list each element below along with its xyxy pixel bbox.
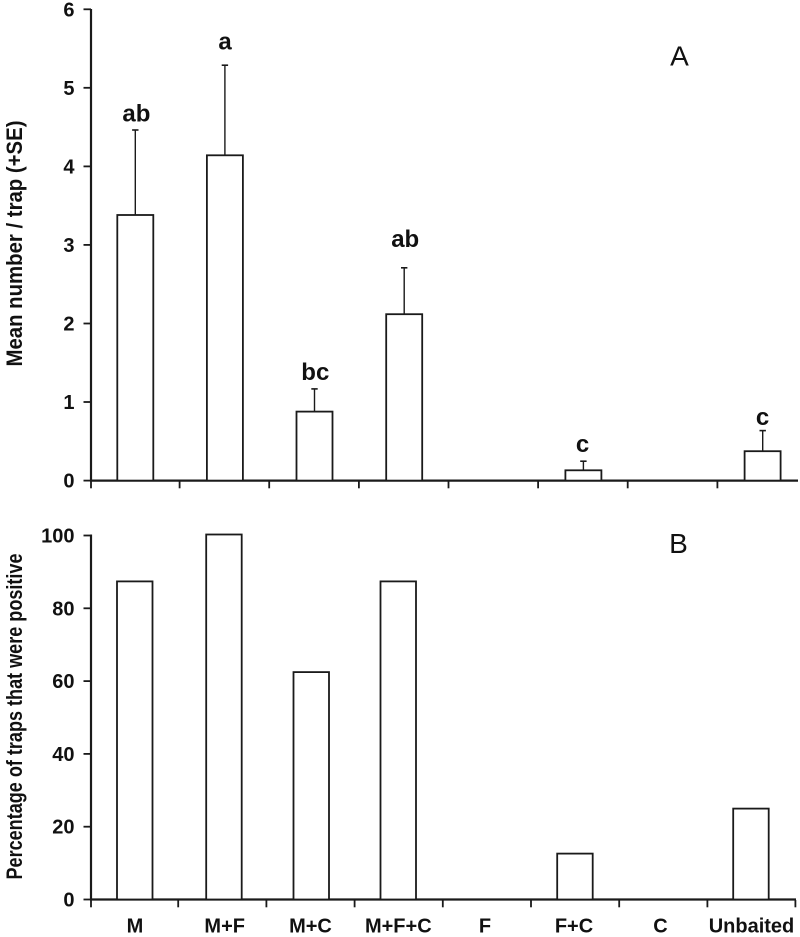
svg-text:A: A bbox=[670, 41, 689, 72]
svg-text:c: c bbox=[576, 431, 589, 458]
svg-text:40: 40 bbox=[52, 744, 74, 766]
svg-text:M: M bbox=[127, 916, 144, 937]
svg-text:c: c bbox=[756, 404, 769, 431]
svg-text:3: 3 bbox=[63, 235, 74, 257]
svg-text:F+C: F+C bbox=[555, 916, 593, 937]
svg-text:20: 20 bbox=[52, 817, 74, 839]
svg-text:C: C bbox=[653, 916, 667, 937]
svg-text:100: 100 bbox=[41, 526, 74, 548]
svg-text:1: 1 bbox=[63, 392, 74, 414]
svg-text:2: 2 bbox=[63, 314, 74, 336]
svg-text:0: 0 bbox=[63, 471, 74, 493]
svg-text:ab: ab bbox=[122, 101, 150, 128]
svg-text:4: 4 bbox=[63, 156, 75, 178]
svg-text:F: F bbox=[479, 916, 491, 937]
svg-text:80: 80 bbox=[52, 598, 74, 620]
svg-text:60: 60 bbox=[52, 671, 74, 693]
svg-text:Percentage of traps that were: Percentage of traps that were positive bbox=[2, 554, 27, 880]
svg-text:M+C: M+C bbox=[289, 916, 332, 937]
svg-text:ab: ab bbox=[391, 226, 419, 253]
svg-text:6: 6 bbox=[63, 0, 74, 21]
svg-text:M+F: M+F bbox=[204, 916, 245, 937]
svg-text:Unbaited: Unbaited bbox=[709, 916, 795, 937]
svg-text:B: B bbox=[669, 528, 688, 559]
svg-text:0: 0 bbox=[63, 890, 74, 912]
svg-text:M+F+C: M+F+C bbox=[365, 916, 432, 937]
svg-text:Mean number / trap (+SE): Mean number / trap (+SE) bbox=[2, 121, 27, 367]
svg-text:5: 5 bbox=[63, 78, 74, 100]
svg-text:bc: bc bbox=[301, 359, 329, 386]
svg-text:a: a bbox=[218, 29, 232, 56]
